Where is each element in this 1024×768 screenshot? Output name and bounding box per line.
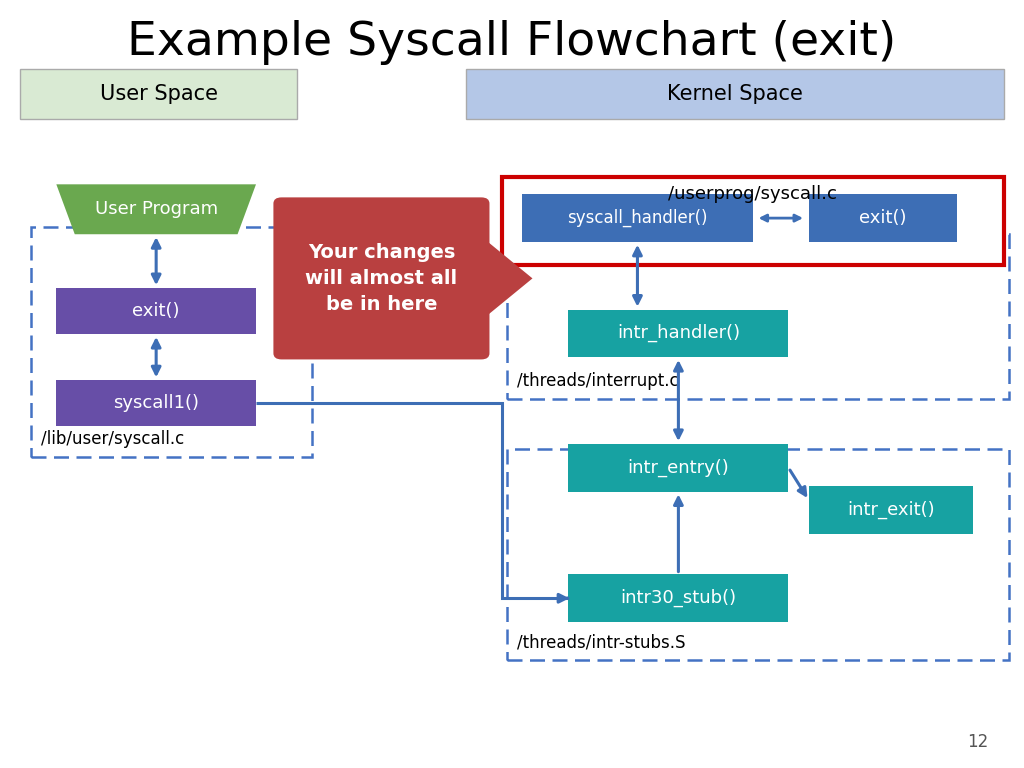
FancyBboxPatch shape (568, 310, 788, 357)
FancyBboxPatch shape (502, 177, 1004, 265)
Text: exit(): exit() (132, 302, 180, 320)
FancyBboxPatch shape (809, 486, 973, 534)
Text: 12: 12 (967, 733, 988, 751)
Text: /threads/interrupt.c: /threads/interrupt.c (517, 372, 679, 390)
FancyBboxPatch shape (56, 288, 256, 334)
FancyBboxPatch shape (568, 444, 788, 492)
FancyBboxPatch shape (466, 69, 1004, 119)
FancyBboxPatch shape (273, 197, 489, 359)
Text: /lib/user/syscall.c: /lib/user/syscall.c (41, 430, 184, 448)
Text: intr_exit(): intr_exit() (847, 501, 935, 519)
FancyBboxPatch shape (56, 380, 256, 426)
Text: intr30_stub(): intr30_stub() (621, 589, 736, 607)
Text: Example Syscall Flowchart (exit): Example Syscall Flowchart (exit) (127, 20, 897, 65)
Text: Kernel Space: Kernel Space (667, 84, 803, 104)
FancyBboxPatch shape (809, 194, 957, 242)
Text: syscall_handler(): syscall_handler() (567, 209, 708, 227)
Text: intr_entry(): intr_entry() (628, 458, 729, 477)
Text: User Program: User Program (94, 200, 218, 218)
Polygon shape (481, 237, 532, 320)
Text: exit(): exit() (859, 209, 907, 227)
Text: /userprog/syscall.c: /userprog/syscall.c (669, 184, 837, 203)
FancyBboxPatch shape (522, 194, 753, 242)
Text: /threads/intr-stubs.S: /threads/intr-stubs.S (517, 634, 686, 651)
Text: intr_handler(): intr_handler() (616, 324, 740, 343)
Text: Your changes
will almost all
be in here: Your changes will almost all be in here (305, 243, 458, 313)
Text: User Space: User Space (99, 84, 218, 104)
Polygon shape (56, 184, 256, 234)
FancyBboxPatch shape (568, 574, 788, 622)
Text: syscall1(): syscall1() (114, 394, 199, 412)
FancyBboxPatch shape (20, 69, 297, 119)
